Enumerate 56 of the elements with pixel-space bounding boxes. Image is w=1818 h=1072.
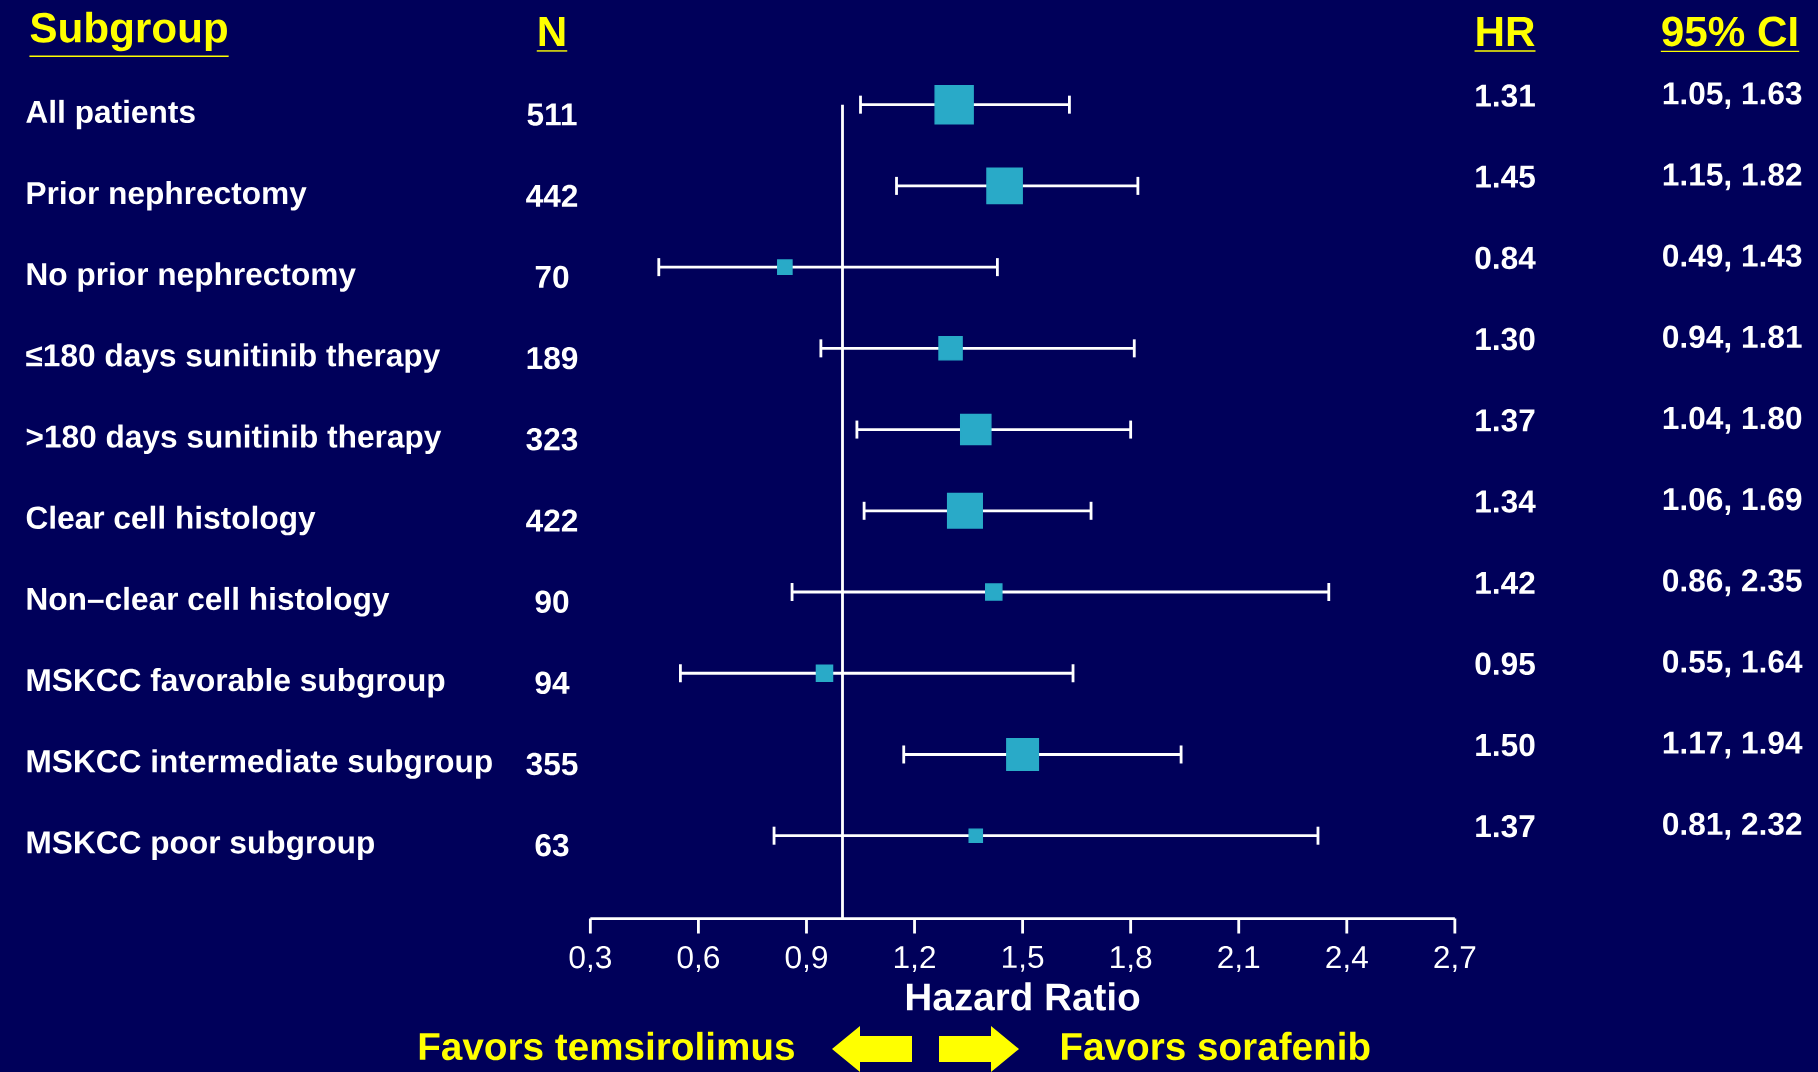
text: 0.55, 1.64 xyxy=(1663,650,1803,678)
data-label: 1.37 xyxy=(1476,814,1535,838)
x-axis-title: Hazard Ratio xyxy=(906,982,1140,1011)
text: HR xyxy=(1477,17,1535,47)
data-label: 1.45 xyxy=(1476,165,1535,188)
y-tick-label: Prior nephrectomy xyxy=(27,181,307,211)
text: 1.17, 1.94 xyxy=(1663,731,1803,759)
text: N xyxy=(539,17,565,47)
y-tick-label: MSKCC intermediate subgroup xyxy=(27,749,492,779)
text: 70 xyxy=(535,265,569,289)
text: 63 xyxy=(535,833,569,857)
data-label: 1.50 xyxy=(1476,733,1535,757)
text: Favors sorafenib xyxy=(1062,1031,1370,1061)
text: 189 xyxy=(527,346,578,370)
data-label: 1.34 xyxy=(1476,490,1536,513)
text: 511 xyxy=(527,103,577,126)
x-tick-label: 2,4 xyxy=(1326,945,1368,973)
x-tick-label: 2,7 xyxy=(1434,945,1476,973)
text: 0.94, 1.81 xyxy=(1663,325,1802,353)
x-tick-label: 0,9 xyxy=(785,945,827,973)
x-tick-label: 2,1 xyxy=(1218,945,1260,973)
y-tick-label: All patients xyxy=(26,99,195,130)
y-tick-label: No prior nephrectomy xyxy=(27,262,356,292)
text: 95% CI xyxy=(1662,16,1797,47)
data-label: 1.31 xyxy=(1476,84,1535,107)
text: 0.81, 2.32 xyxy=(1663,812,1802,840)
y-tick-label: Non–clear cell histology xyxy=(27,586,390,617)
y-tick-label: Clear cell histology xyxy=(26,505,316,536)
text: 90 xyxy=(535,590,569,613)
x-tick-label: 0,3 xyxy=(569,945,611,973)
y-tick-label: MSKCC poor subgroup xyxy=(27,830,374,861)
text: 1.15, 1.82 xyxy=(1663,163,1802,191)
text: 94 xyxy=(535,671,570,695)
text: 0.86, 2.35 xyxy=(1663,569,1802,597)
data-label: 0.84 xyxy=(1475,246,1536,270)
text: 1.05, 1.63 xyxy=(1663,82,1802,110)
text: 323 xyxy=(526,428,578,451)
data-label: 1.37 xyxy=(1476,409,1535,432)
x-tick-label: 1,2 xyxy=(894,945,935,973)
y-tick-label: >180 days sunitinib therapy xyxy=(26,424,442,455)
data-label: 1.42 xyxy=(1476,571,1535,594)
text: Favors temsirolimus xyxy=(419,1031,794,1061)
x-tick-label: 1,8 xyxy=(1111,945,1152,973)
text: 1.06, 1.69 xyxy=(1663,488,1802,516)
text: Subgroup xyxy=(30,11,227,52)
text: 422 xyxy=(526,509,578,532)
text: 442 xyxy=(526,184,578,207)
x-tick-label: 0,6 xyxy=(677,945,720,973)
y-tick-label: ≤180 days sunitinib therapy xyxy=(26,343,441,373)
y-tick-label: MSKCC favorable subgroup xyxy=(27,667,445,698)
x-tick-label: 1,5 xyxy=(1003,945,1044,972)
text: 355 xyxy=(526,752,578,776)
data-label: 1.30 xyxy=(1476,327,1535,351)
text: 1.04, 1.80 xyxy=(1663,406,1802,434)
text: 0.49, 1.43 xyxy=(1663,244,1802,272)
data-label: 0.95 xyxy=(1475,652,1535,676)
